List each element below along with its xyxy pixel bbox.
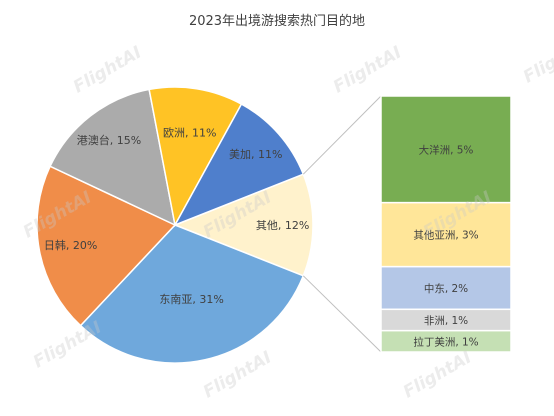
bar-segment (380, 329, 512, 353)
pie-slice (49, 88, 177, 227)
pie-slice (172, 173, 314, 277)
pie-slice-label: 日韩, 20% (44, 238, 97, 252)
pie-slice-label: 其他, 12% (256, 219, 309, 232)
bar-segment (380, 201, 512, 268)
bar-segment-label: 其他亚洲, 3% (413, 229, 478, 242)
pie-slice (148, 86, 243, 228)
bar-segment-label: 拉丁美洲, 1% (413, 335, 478, 348)
chart-title: 2023年出境游搜索热门目的地 (188, 14, 366, 29)
bar-segment-label: 非洲, 1% (424, 315, 468, 327)
connector-line-bottom (302, 275, 382, 353)
pie-slice-label: 港澳台, 15% (77, 133, 141, 147)
pie-slice (79, 224, 305, 364)
bar-segment-label: 中东, 2% (424, 282, 468, 295)
connector-line-top (302, 95, 382, 175)
bar-segment (380, 265, 512, 311)
pie-slice-label: 美加, 11% (229, 148, 282, 161)
pie-slice (173, 103, 305, 227)
pie-slice (36, 165, 177, 327)
pie-slice-label: 欧洲, 11% (163, 126, 216, 139)
pie-slice-label: 东南亚, 31% (159, 293, 223, 306)
bar-segment-label: 大洋洲, 5% (419, 143, 474, 156)
bar-segment (380, 95, 512, 204)
